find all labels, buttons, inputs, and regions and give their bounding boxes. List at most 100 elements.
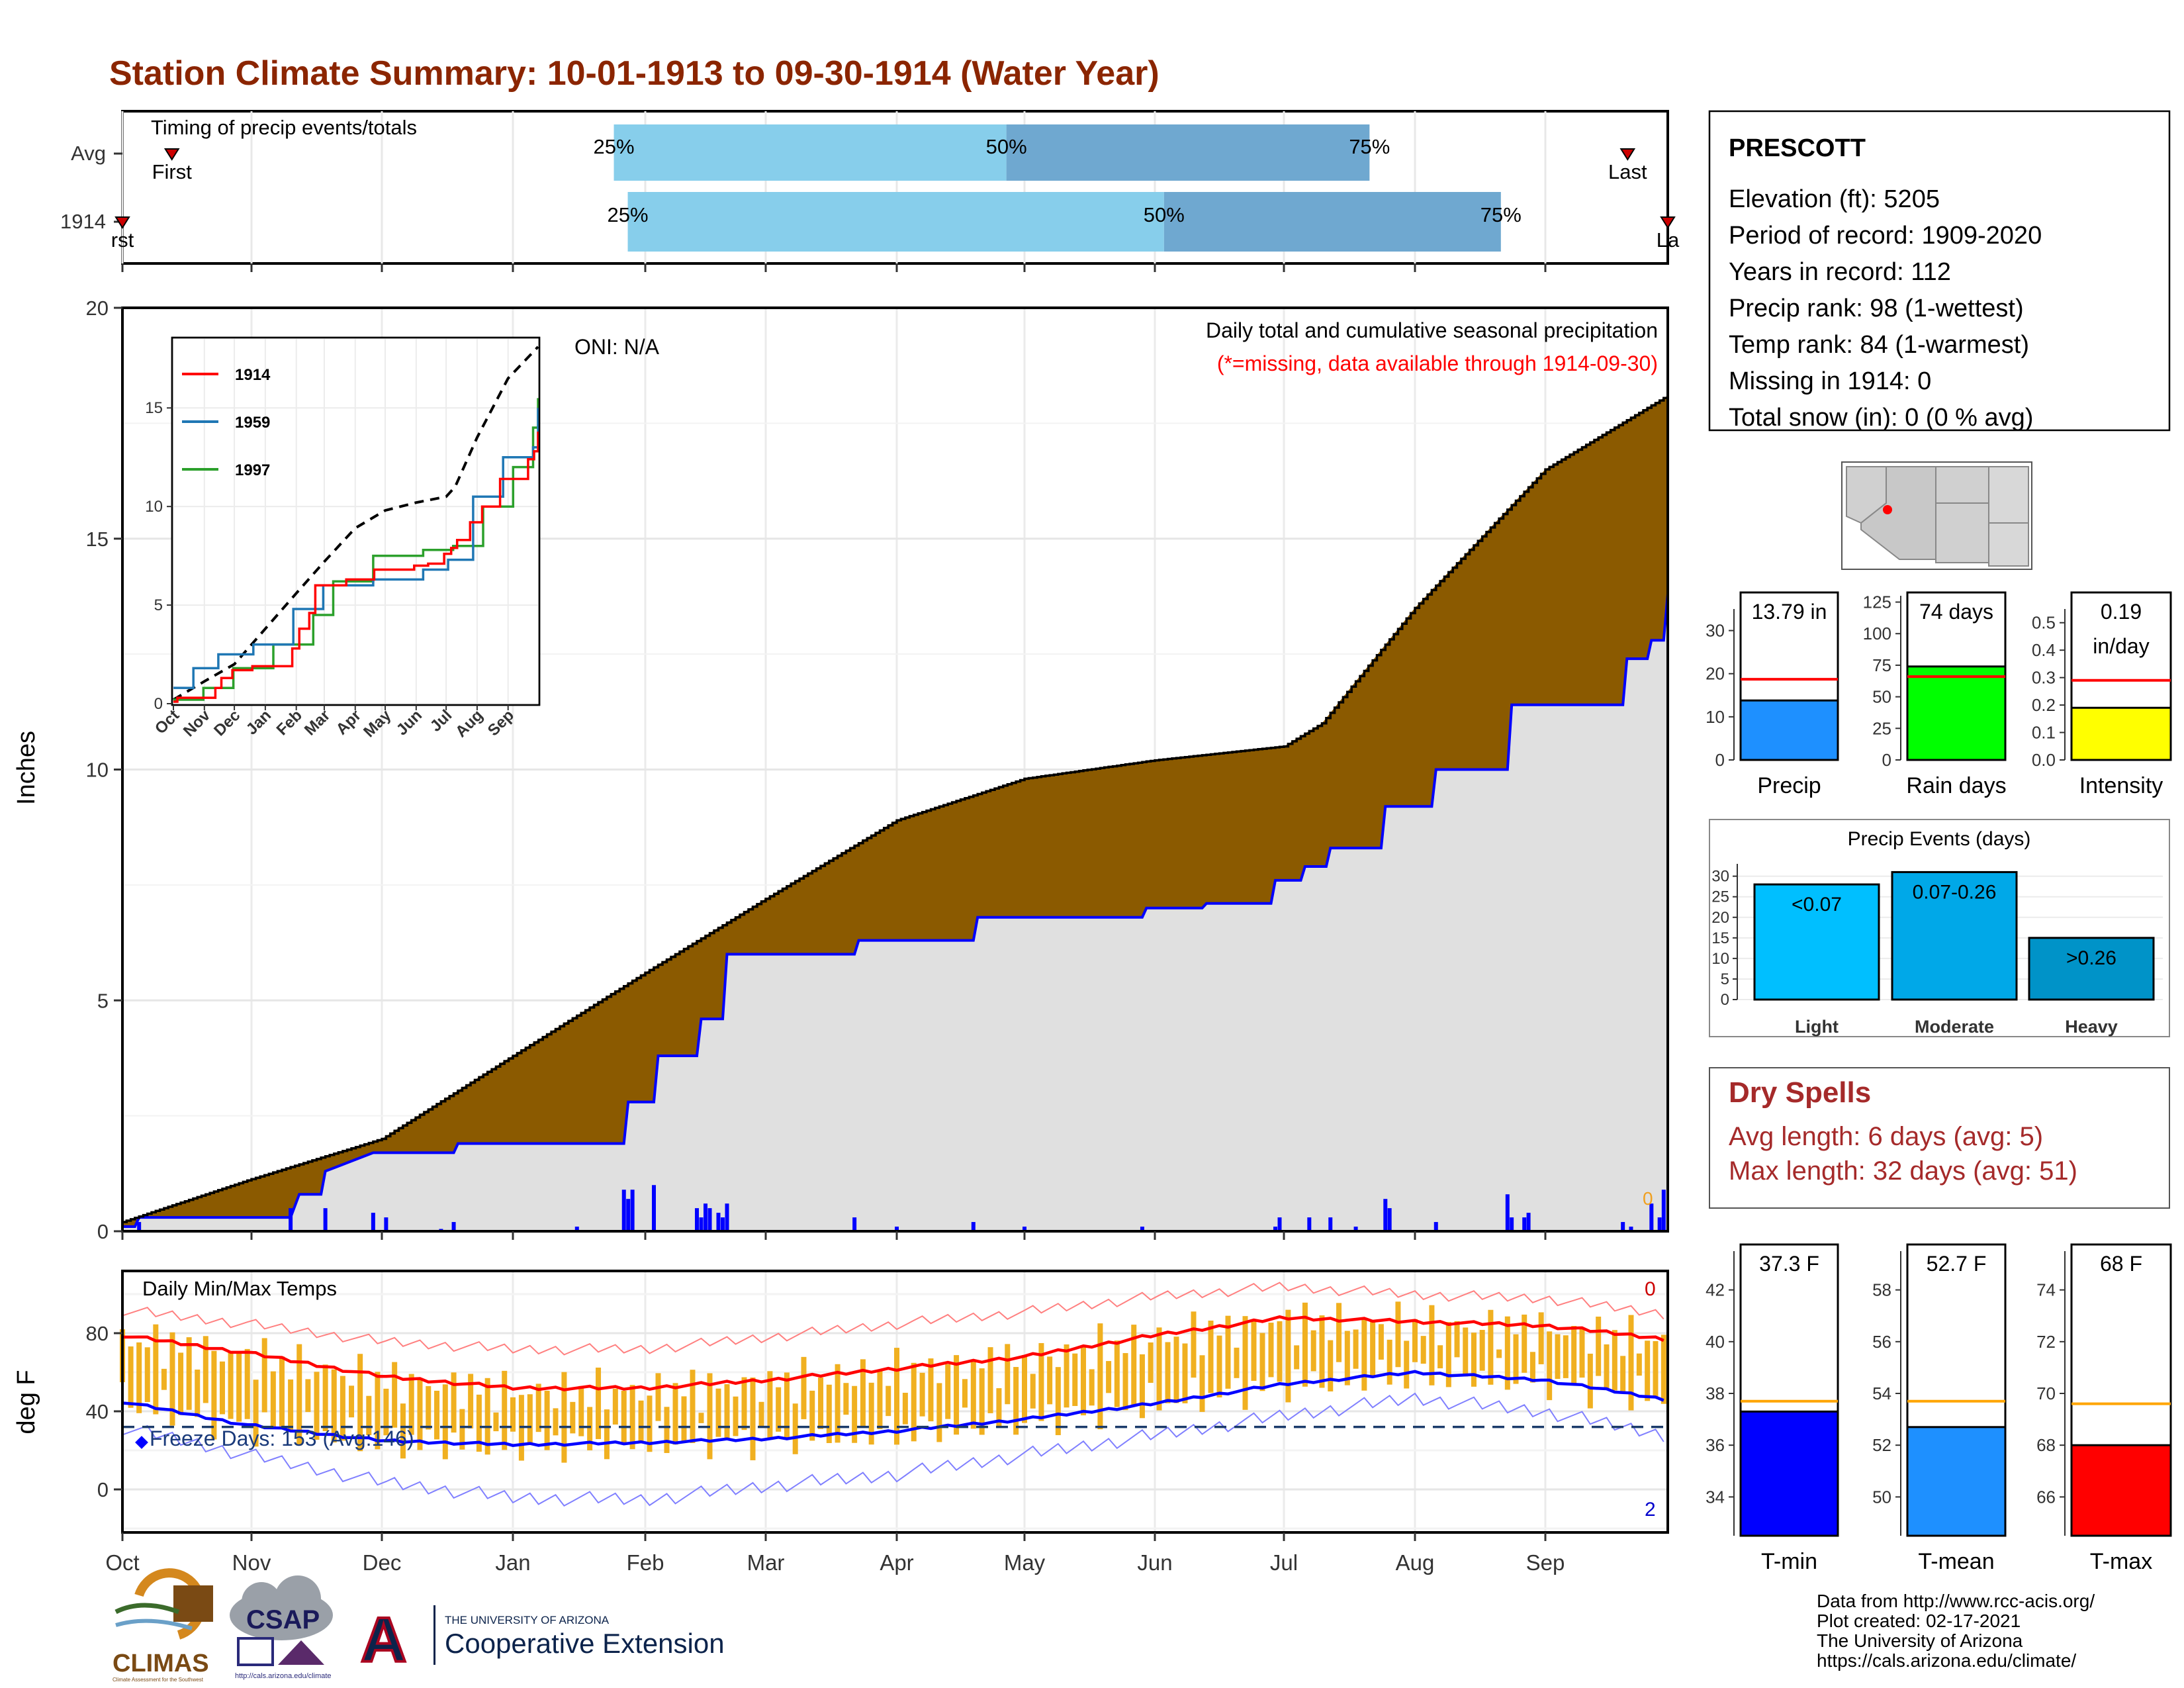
daily-temp-bar xyxy=(244,1348,250,1419)
daily-temp-bar xyxy=(270,1371,276,1429)
temp-xtick-label: May xyxy=(1004,1550,1046,1575)
station-line-3: Precip rank: 98 (1-wettest) xyxy=(1729,295,2024,322)
daily-temp-bar xyxy=(1404,1340,1410,1389)
timing-75-label: 75% xyxy=(1349,135,1390,158)
daily-temp-bar xyxy=(426,1385,432,1430)
temp-xtick-label: Oct xyxy=(105,1550,139,1575)
daily-precip-bar xyxy=(289,1208,293,1231)
mini-value-label: 37.3 F xyxy=(1759,1252,1819,1276)
inset-ytick-label: 5 xyxy=(154,596,163,614)
temp-xtick-label: Apr xyxy=(880,1550,913,1575)
mini-value-label: 68 F xyxy=(2100,1252,2142,1276)
events-bar-label: 0.07-0.26 xyxy=(1913,881,1997,903)
daily-temp-bar xyxy=(894,1348,899,1445)
daily-temp-bar xyxy=(647,1395,653,1452)
daily-temp-bar xyxy=(1072,1353,1078,1406)
mini-ytick-label: 0.3 xyxy=(2032,668,2056,688)
daily-temp-bar xyxy=(1277,1321,1283,1382)
daily-temp-bar xyxy=(1139,1354,1145,1419)
daily-temp-bar xyxy=(621,1390,627,1444)
events-ytick-label: 5 xyxy=(1721,970,1729,988)
precip-ytick-label: 5 xyxy=(97,989,109,1012)
footer-line-1: Plot created: 02-17-2021 xyxy=(1817,1611,2021,1631)
daily-temp-bar xyxy=(1319,1315,1325,1388)
daily-temp-bar xyxy=(1387,1339,1392,1385)
daily-temp-bar xyxy=(219,1361,225,1415)
daily-temp-bar xyxy=(1596,1316,1602,1376)
avg-cumulative-outline xyxy=(122,395,1669,1223)
daily-temp-bar xyxy=(1182,1343,1188,1403)
inset-ytick-label: 15 xyxy=(145,399,163,417)
temp-count-bottom: 2 xyxy=(1645,1499,1656,1521)
daily-temp-bar xyxy=(366,1395,372,1436)
daily-temp-bar xyxy=(1504,1316,1510,1390)
station-line-6: Total snow (in): 0 (0 % avg) xyxy=(1729,404,2033,432)
daily-temp-bar xyxy=(288,1379,294,1432)
daily-temp-bar xyxy=(1420,1336,1426,1364)
daily-temp-bar xyxy=(1047,1356,1053,1405)
daily-temp-bar xyxy=(1055,1367,1061,1436)
daily-temp-bar xyxy=(604,1409,610,1460)
station-info: PRESCOTT Elevation (ft): 5205 Period of … xyxy=(1708,110,2171,432)
daily-temp-bar xyxy=(296,1344,302,1446)
precip-events-chart: Precip Events (days) 0 5 10 15 20 25 30 <0.07 Lig… xyxy=(1709,819,2170,1037)
temp-xtick-label: Sep xyxy=(1526,1550,1565,1575)
freeze-marker xyxy=(135,1436,148,1449)
daily-temp-bar xyxy=(1454,1321,1460,1358)
daily-temp-bar xyxy=(868,1382,874,1445)
daily-temp-bar xyxy=(493,1412,499,1432)
inset-ytick-label: 10 xyxy=(145,498,163,516)
daily-temp-bar xyxy=(570,1401,576,1434)
daily-temp-bar xyxy=(1216,1335,1222,1398)
timing-first-marker xyxy=(163,148,180,161)
daily-precip-bar xyxy=(137,1222,142,1231)
daily-temp-bar xyxy=(681,1396,687,1441)
daily-precip-bar xyxy=(721,1217,725,1231)
daily-temp-bar xyxy=(144,1347,150,1403)
daily-temp-bar xyxy=(1173,1336,1179,1403)
mini-value-label: 74 days xyxy=(1919,600,1993,624)
events-ytick-label: 0 xyxy=(1721,991,1729,1009)
daily-temp-bar xyxy=(535,1383,541,1432)
daily-temp-bar xyxy=(349,1385,355,1418)
events-bar-label: >0.26 xyxy=(2066,947,2116,969)
daily-temp-bar xyxy=(877,1370,883,1429)
record-max-line xyxy=(122,1282,1664,1356)
daily-temp-bar xyxy=(459,1409,465,1450)
daily-temp-bar xyxy=(1336,1303,1342,1362)
precip-ylabel: Inches xyxy=(13,731,40,805)
timing-bar-50-75 xyxy=(1006,124,1370,181)
timing-50-label: 50% xyxy=(1144,203,1185,226)
precip-ytick-label: 20 xyxy=(86,297,109,320)
timing-75-label: 75% xyxy=(1480,203,1522,226)
daily-temp-bar xyxy=(612,1388,618,1425)
daily-temp-bar xyxy=(1645,1340,1651,1401)
daily-temp-bar xyxy=(340,1376,345,1441)
events-ytick-label: 15 xyxy=(1711,929,1729,947)
daily-temp-bar xyxy=(314,1372,320,1440)
daily-temp-bar xyxy=(1353,1329,1359,1369)
daily-temp-bar xyxy=(902,1393,908,1425)
daily-temp-bar xyxy=(1148,1342,1154,1383)
mini-ytick-label: 125 xyxy=(1863,592,1891,612)
daily-temp-bar xyxy=(1165,1342,1171,1403)
events-ytick-label: 10 xyxy=(1711,950,1729,968)
mini-intensity-chart: 0.0 0.1 0.2 0.3 0.4 0.5 0.19 in/day Intensity xyxy=(2032,591,2172,798)
daily-temp-bar xyxy=(211,1350,217,1440)
daily-temp-bar xyxy=(236,1352,242,1422)
timing-first-marker xyxy=(114,216,130,229)
daily-temp-bar xyxy=(1344,1331,1350,1385)
timing-first-label: rst xyxy=(111,228,134,252)
daily-temp-bar xyxy=(279,1356,285,1427)
mini-value-bar xyxy=(1906,1426,2007,1537)
station-line-2: Years in record: 112 xyxy=(1729,258,1951,286)
daily-temp-bar xyxy=(476,1394,482,1452)
temp-ytick-label: 0 xyxy=(97,1478,109,1501)
footer-credits: Data from http://www.rcc-acis.org/ Plot … xyxy=(1817,1591,2095,1671)
daily-temp-bar xyxy=(750,1378,756,1460)
timing-last-marker xyxy=(1660,216,1676,229)
daily-temp-bar xyxy=(629,1385,635,1450)
mini-ytick-label: 0.0 xyxy=(2032,750,2056,770)
daily-temp-bar xyxy=(128,1346,134,1408)
cumulative-1914-line xyxy=(122,594,1669,1228)
